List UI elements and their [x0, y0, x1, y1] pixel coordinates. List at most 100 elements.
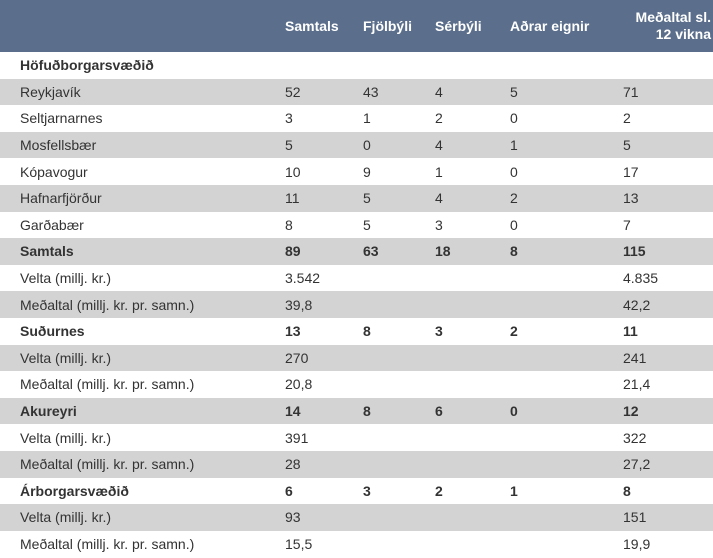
table-cell: 3 [435, 323, 443, 340]
table-cell: 5 [510, 78, 623, 106]
table-cell: 89 [285, 238, 363, 265]
table-cell: 6 [435, 397, 510, 425]
table-cell: 1 [435, 163, 443, 180]
table-cell [285, 52, 363, 79]
table-cell: 3.542 [285, 270, 321, 287]
table-cell: 7 [623, 216, 631, 233]
table-cell [510, 531, 623, 558]
table-row: Velta (millj. kr.) 391 322 [0, 424, 713, 451]
table-cell: 15,5 [285, 535, 313, 552]
row-label: Meðaltal (millj. kr. pr. samn.) [0, 450, 285, 478]
table-cell: 42,2 [623, 291, 713, 318]
table-cell: 18 [435, 238, 510, 265]
table-cell: 12 [623, 397, 713, 425]
table-row: Samtals 89 63 18 8 115 [0, 238, 713, 265]
table-cell: 21,4 [623, 376, 651, 393]
table-cell: 19,9 [623, 535, 651, 552]
table-cell: 0 [510, 110, 518, 127]
table-cell: 13 [623, 184, 713, 212]
row-label: Seltjarnarnes [20, 110, 103, 127]
table-cell [435, 52, 510, 79]
table-cell: 5 [363, 216, 371, 233]
header-medaltal-12-vikna: Meðaltal sl. 12 vikna [623, 0, 713, 52]
table-row: Velta (millj. kr.) 270 241 [0, 344, 713, 372]
table-cell: 322 [623, 429, 647, 446]
table-cell: 52 [285, 78, 363, 106]
table-cell: 2 [510, 184, 623, 212]
table-cell: 5 [285, 131, 363, 159]
table-cell: 3 [363, 482, 371, 499]
table-row: Velta (millj. kr.) 93 151 [0, 504, 713, 531]
table-cell [435, 291, 510, 318]
table-cell: 0 [363, 131, 435, 159]
table-cell: 11 [623, 323, 638, 340]
table-cell [363, 424, 435, 451]
table-cell: 0 [510, 397, 623, 425]
table-cell: 71 [623, 78, 713, 106]
row-label: Meðaltal (millj. kr. pr. samn.) [20, 376, 195, 393]
table-cell [623, 52, 713, 79]
table-cell: 3 [435, 216, 443, 233]
table-cell: 9 [363, 163, 371, 180]
table-cell: 4 [435, 131, 510, 159]
table-cell: 17 [623, 163, 639, 180]
table-cell: 391 [285, 429, 309, 446]
table-cell: 8 [363, 397, 435, 425]
table-cell: 8 [510, 238, 623, 265]
table-cell: 13 [285, 323, 301, 340]
row-label: Meðaltal (millj. kr. pr. samn.) [0, 291, 285, 318]
row-label: Velta (millj. kr.) [20, 429, 112, 446]
row-label: Árborgarsvæðið [20, 482, 129, 499]
table-cell: 27,2 [623, 450, 713, 478]
table-cell: 8 [285, 216, 293, 233]
header-row: Samtals Fjölbýli Sérbýli Aðrar eignir Me… [0, 0, 713, 52]
table-cell [363, 52, 435, 79]
table-cell: 270 [285, 344, 363, 372]
table-row: Hafnarfjörður 11 5 4 2 13 [0, 184, 713, 212]
table-cell: 0 [510, 163, 518, 180]
table-cell: 8 [363, 323, 371, 340]
table-row: Árborgarsvæðið 6 3 2 1 8 [0, 478, 713, 505]
row-label: Mosfellsbær [0, 131, 285, 159]
table-cell: 2 [435, 110, 443, 127]
row-label: Meðaltal (millj. kr. pr. samn.) [20, 535, 195, 552]
row-label: Suðurnes [20, 323, 85, 340]
table-row: Seltjarnarnes 3 1 2 0 2 [0, 105, 713, 132]
table-cell [510, 52, 623, 79]
table-cell: 115 [623, 238, 713, 265]
table-body: Höfuðborgarsvæðið Reykjavík 52 43 4 5 71 Seltja… [0, 52, 713, 557]
table-cell [363, 450, 435, 478]
table-cell: 28 [285, 450, 363, 478]
header-empty [0, 0, 285, 52]
table-cell: 8 [623, 482, 631, 499]
table-cell [363, 291, 435, 318]
table-cell [363, 265, 435, 292]
row-label: Reykjavík [0, 78, 285, 106]
table-row: Garðabær 8 5 3 0 7 [0, 212, 713, 239]
row-label: Kópavogur [20, 163, 88, 180]
table-cell: 241 [623, 344, 713, 372]
table-row: Meðaltal (millj. kr. pr. samn.) 15,5 19,9 [0, 531, 713, 558]
row-label: Velta (millj. kr.) [20, 270, 112, 287]
table-cell [510, 424, 623, 451]
header-samtals: Samtals [285, 0, 363, 52]
table-cell: 4.835 [623, 270, 659, 287]
table-cell [363, 531, 435, 558]
table-row: Meðaltal (millj. kr. pr. samn.) 39,8 42,2 [0, 291, 713, 318]
table-cell: 20,8 [285, 376, 313, 393]
row-label: Velta (millj. kr.) [0, 344, 285, 372]
table-row: Reykjavík 52 43 4 5 71 [0, 78, 713, 106]
row-label: Akureyri [0, 397, 285, 425]
header-fjolbyli: Fjölbýli [363, 0, 435, 52]
row-label: Hafnarfjörður [0, 184, 285, 212]
table-cell: 10 [285, 163, 301, 180]
table-cell: 4 [435, 184, 510, 212]
table-cell: 2 [510, 323, 518, 340]
table-cell [510, 371, 623, 398]
table-cell [363, 504, 435, 531]
table-cell: 4 [435, 78, 510, 106]
table-cell: 93 [285, 504, 363, 531]
table-row: Höfuðborgarsvæðið [0, 52, 713, 79]
table-cell [510, 344, 623, 372]
